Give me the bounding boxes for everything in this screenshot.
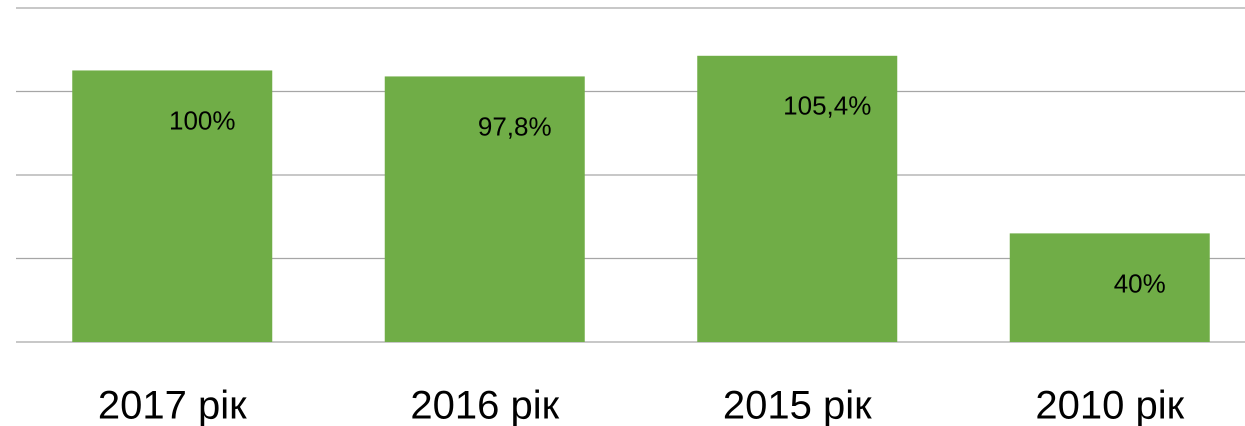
bar xyxy=(697,55,898,342)
bar xyxy=(384,76,585,343)
value-label: 97,8% xyxy=(478,111,552,141)
value-label: 105,4% xyxy=(783,91,871,121)
value-label: 100% xyxy=(169,105,236,135)
x-tick-label: 2010 рік xyxy=(1035,384,1184,426)
x-tick-label: 2017 рік xyxy=(98,384,247,426)
x-tick-label: 2016 рік xyxy=(410,384,559,426)
x-tick-label: 2015 рік xyxy=(723,384,872,426)
bar xyxy=(72,70,273,342)
value-label: 40% xyxy=(1114,268,1166,298)
bar xyxy=(1009,233,1210,342)
